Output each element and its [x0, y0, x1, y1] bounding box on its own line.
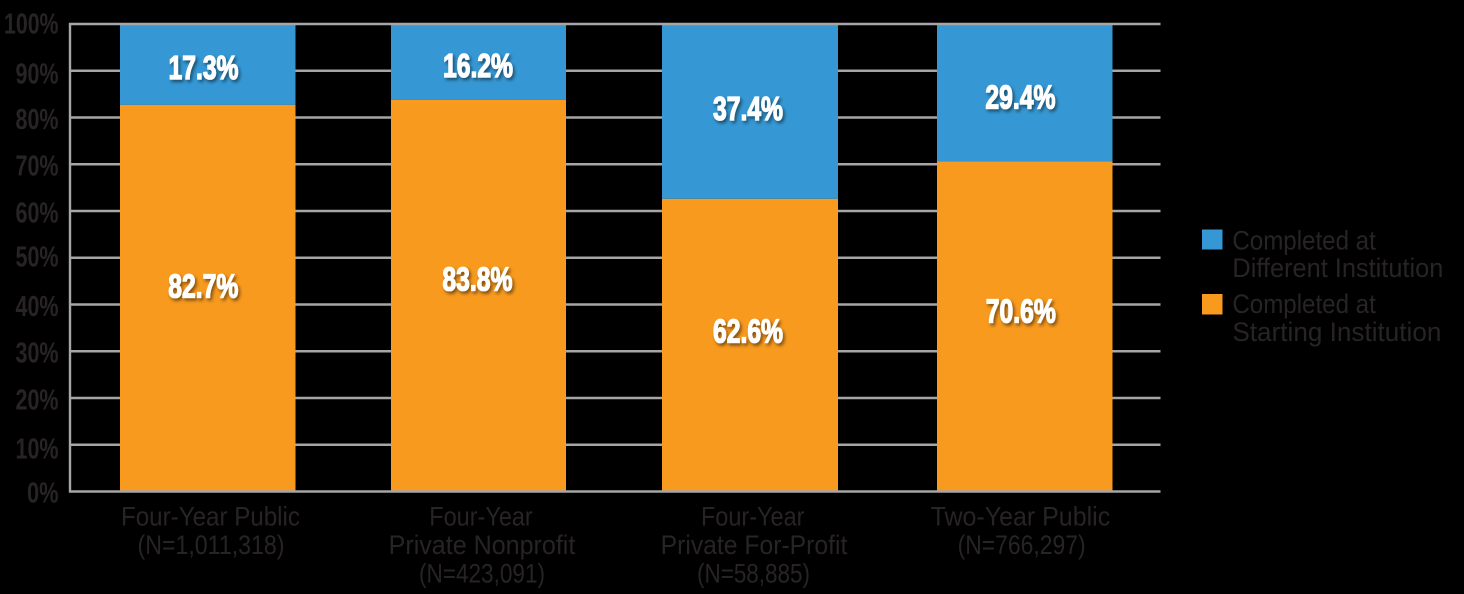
svg-text:(N=1,011,318): (N=1,011,318)	[138, 530, 285, 560]
svg-text:82.7%: 82.7%	[168, 268, 238, 305]
svg-text:10%: 10%	[16, 433, 59, 465]
svg-text:Two-Year Public: Two-Year Public	[931, 501, 1111, 531]
svg-text:29.4%: 29.4%	[985, 78, 1055, 115]
svg-text:Starting Institution: Starting Institution	[1232, 317, 1441, 347]
svg-text:0%: 0%	[27, 477, 59, 509]
svg-text:Private Nonprofit: Private Nonprofit	[389, 530, 576, 560]
svg-text:37.4%: 37.4%	[713, 90, 783, 127]
svg-text:Private For-Profit: Private For-Profit	[661, 530, 848, 560]
svg-text:70%: 70%	[16, 151, 59, 183]
svg-text:80%: 80%	[16, 104, 59, 136]
svg-text:20%: 20%	[16, 384, 59, 416]
svg-text:16.2%: 16.2%	[443, 47, 513, 84]
svg-text:50%: 50%	[16, 242, 59, 274]
svg-text:62.6%: 62.6%	[713, 312, 783, 349]
svg-text:17.3%: 17.3%	[169, 49, 239, 86]
svg-text:60%: 60%	[16, 197, 59, 229]
svg-text:90%: 90%	[16, 58, 59, 90]
svg-text:Completed at: Completed at	[1232, 289, 1376, 319]
svg-text:Completed at: Completed at	[1232, 225, 1376, 255]
svg-text:40%: 40%	[16, 291, 59, 323]
svg-text:(N=423,091): (N=423,091)	[419, 558, 545, 588]
svg-text:Four-Year Public: Four-Year Public	[121, 501, 300, 531]
svg-text:83.8%: 83.8%	[442, 261, 512, 298]
svg-text:Four-Year: Four-Year	[429, 501, 533, 531]
svg-text:(N=58,885): (N=58,885)	[697, 558, 810, 588]
svg-text:Four-Year: Four-Year	[701, 501, 805, 531]
svg-text:100%: 100%	[4, 9, 59, 41]
svg-text:70.6%: 70.6%	[986, 293, 1056, 330]
svg-text:(N=766,297): (N=766,297)	[958, 530, 1086, 560]
svg-text:30%: 30%	[16, 338, 59, 370]
svg-text:Different Institution: Different Institution	[1232, 253, 1443, 283]
